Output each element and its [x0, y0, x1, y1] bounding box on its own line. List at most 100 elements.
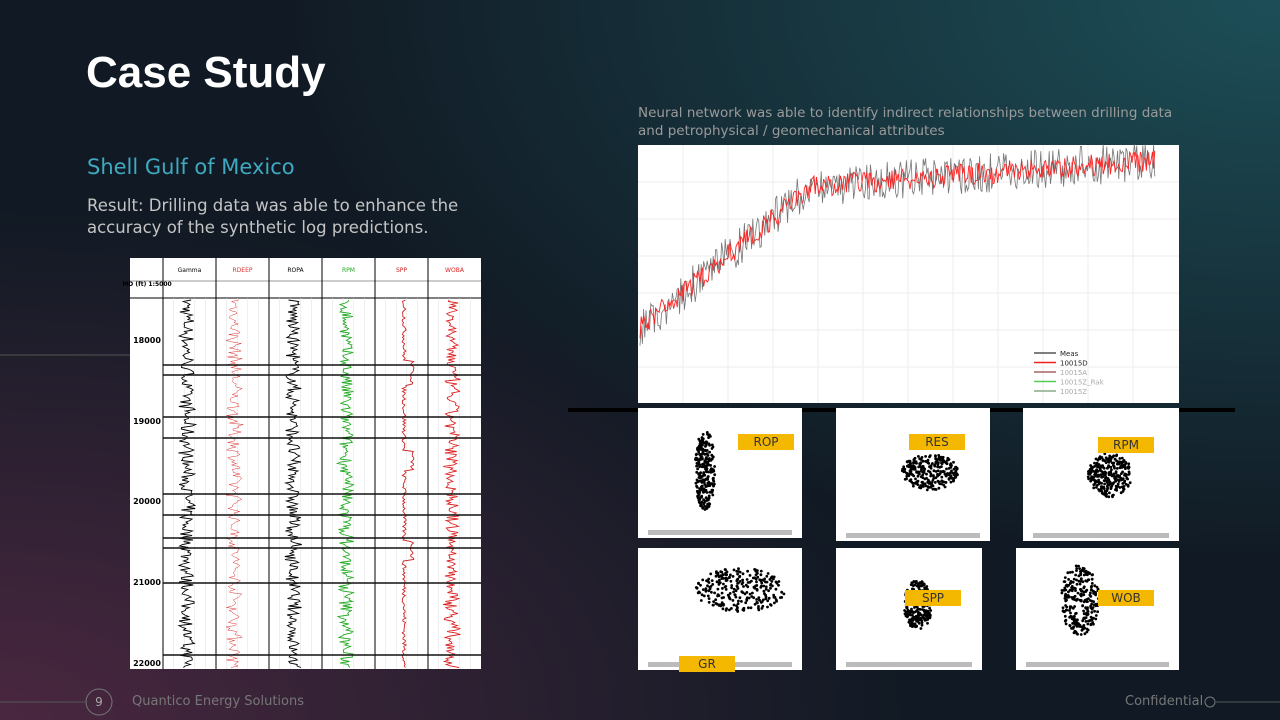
scatter-dot [921, 583, 925, 587]
scatter-dot [915, 605, 919, 609]
scatter-dot [1077, 622, 1080, 626]
scatter-dot [939, 458, 942, 462]
scatter-dot [1112, 493, 1115, 497]
scatter-dot [934, 457, 937, 460]
scatter-dot [937, 486, 941, 490]
scatter-dot [947, 477, 951, 481]
scatter-dot [1118, 486, 1122, 489]
scatter-dot [759, 601, 763, 604]
scatter-dot [912, 484, 915, 488]
scatter-dot [1084, 590, 1088, 593]
scatter-dot [1089, 615, 1093, 619]
scatter-dot [1108, 454, 1112, 458]
scatter-dot [702, 498, 706, 502]
scatter-dot [913, 622, 917, 626]
scatter-panel [836, 548, 982, 670]
scatter-dot [1090, 470, 1094, 473]
panel-label-bg [738, 434, 794, 450]
scatter-dot [704, 589, 708, 592]
scatter-dot [1068, 609, 1071, 612]
scatter-dot [709, 572, 713, 576]
scatter-dot [1084, 620, 1088, 623]
scatter-dot [746, 585, 750, 589]
scatter-dot [1082, 626, 1086, 630]
scatter-dot [754, 569, 758, 573]
scatter-dot [1092, 603, 1096, 607]
scatter-dot [921, 459, 925, 463]
scatter-dot [911, 464, 915, 468]
scatter-dot [1085, 598, 1088, 601]
scatter-dot [1085, 613, 1089, 617]
depth-label: 21000 [133, 578, 161, 587]
scatter-dot [695, 484, 698, 488]
scatter-dot [728, 608, 731, 612]
scatter-dot [942, 470, 946, 473]
scatter-dot [1096, 458, 1100, 462]
scatter-dot [924, 460, 928, 463]
scatter-dot [747, 606, 750, 610]
scatter-dot [706, 594, 710, 598]
scatter-dot [745, 598, 749, 602]
scatter-dot [1086, 622, 1090, 626]
scatter-dot [715, 580, 719, 584]
scatter-dot [950, 477, 954, 480]
scatter-dot [925, 585, 929, 588]
scatter-dot [934, 454, 937, 458]
scatter-dot [764, 587, 768, 591]
scatter-dot [745, 596, 749, 600]
scatter-dot [702, 502, 706, 506]
scatter-dot [710, 443, 714, 447]
scatter-dot [1084, 616, 1088, 619]
colorbar [1026, 662, 1169, 667]
scatter-dot [710, 590, 713, 594]
scatter-dot [1121, 482, 1125, 485]
scatter-dot [1081, 569, 1085, 573]
scatter-dot [773, 601, 776, 605]
scatter-dot [1112, 463, 1115, 467]
legend-label: 10015Z [1060, 388, 1087, 396]
scatter-dot [1087, 477, 1090, 481]
scatter-dot [952, 479, 955, 482]
scatter-dot [723, 568, 727, 571]
scatter-dot [1109, 457, 1113, 461]
scatter-dot [923, 587, 927, 590]
panel-label: RPM [1113, 438, 1139, 452]
scatter-dot [919, 627, 923, 630]
scatter-dot [917, 607, 920, 611]
scatter-dot [736, 572, 739, 576]
scatter-dot [1070, 596, 1074, 599]
scatter-dot [1079, 577, 1083, 581]
scatter-dot [912, 458, 916, 461]
scatter-dot [762, 579, 766, 582]
scatter-dot [738, 596, 742, 600]
scatter-dot [1109, 459, 1112, 463]
scatter-dot [1065, 598, 1068, 602]
scatter-dot [699, 476, 702, 480]
scatter-dot [760, 607, 764, 610]
scatter-dot [764, 585, 768, 589]
depth-label: 18000 [133, 336, 161, 345]
scatter-dot [699, 455, 703, 459]
colorbar [846, 662, 972, 667]
scatter-dot [917, 615, 920, 618]
scatter-dot [1089, 591, 1092, 595]
legend-label: 10015D [1060, 360, 1088, 368]
scatter-dot [1073, 605, 1076, 608]
scatter-dot [900, 469, 904, 473]
scatter-dot [716, 573, 720, 577]
scatter-dot [1110, 461, 1114, 465]
scatter-dot [908, 460, 912, 464]
scatter-dot [905, 474, 909, 477]
company: Quantico Energy Solutions [132, 694, 304, 709]
scatter-dot [1074, 630, 1078, 634]
scatter-dot [1078, 582, 1082, 586]
scatter-dot [706, 432, 709, 436]
scatter-dot [920, 456, 924, 459]
scatter-dot [933, 481, 937, 484]
scatter-dot [701, 506, 705, 510]
scatter-dot [734, 595, 738, 599]
scatter-dot [700, 500, 704, 504]
scatter-dot [708, 443, 711, 447]
log-curve [283, 299, 302, 668]
scatter-dot [750, 579, 753, 583]
